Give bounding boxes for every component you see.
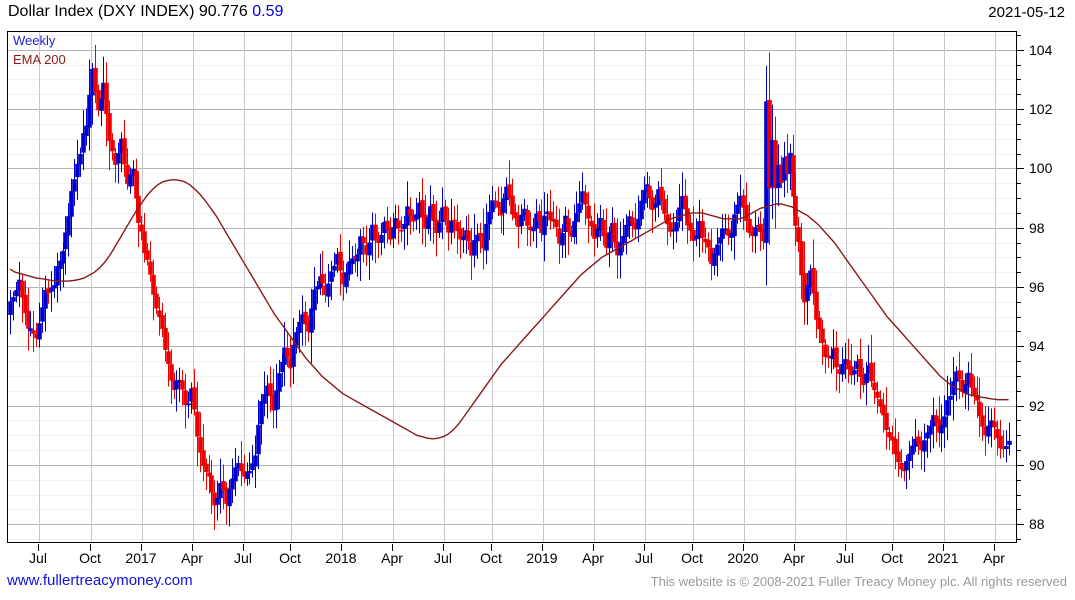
y-tick-major [1017, 346, 1024, 348]
legend-timeframe: Weekly [13, 33, 56, 48]
chart-plot-area[interactable] [7, 31, 1017, 543]
x-tick [290, 544, 291, 551]
x-axis: Jul Oct 2017 Apr Jul Oct 2018 Apr Jul Oct 2019 Apr J… [0, 544, 1075, 570]
x-tick [943, 544, 944, 551]
price-change: 0.59 [252, 3, 284, 20]
y-tick-minor [1017, 153, 1021, 155]
x-axis-label: Apr [582, 550, 604, 566]
y-tick-minor [1017, 316, 1021, 318]
y-tick-minor [1017, 420, 1021, 422]
y-tick-major [1017, 287, 1024, 288]
x-axis-label: Jul [29, 550, 47, 566]
chart-footer: www.fullertreacymoney.com This website i… [0, 572, 1075, 600]
y-axis-label: 88 [1029, 516, 1045, 533]
x-tick [491, 544, 492, 551]
y-tick-minor [1017, 212, 1021, 214]
x-tick [392, 544, 393, 551]
x-tick [692, 544, 693, 551]
y-tick-minor [1017, 509, 1021, 511]
y-tick-minor [1017, 361, 1021, 363]
y-tick-minor [1017, 375, 1021, 377]
y-tick-minor [1017, 198, 1021, 200]
x-tick [38, 544, 39, 551]
legend-ema200: EMA 200 [13, 52, 66, 67]
y-axis-label: 96 [1029, 279, 1045, 295]
site-url[interactable]: www.fullertreacymoney.com [7, 572, 193, 589]
x-axis-label: Oct [480, 550, 502, 566]
x-axis-label: Jul [635, 550, 653, 566]
y-axis: 88 90 92 94 96 98 100 102 104 [1017, 31, 1075, 543]
y-tick-minor [1017, 64, 1021, 66]
y-tick-minor [1017, 272, 1021, 274]
x-axis-label: Jul [434, 550, 452, 566]
y-axis-label: 90 [1029, 456, 1045, 473]
y-tick-major [1017, 49, 1024, 51]
y-axis-label: 94 [1029, 338, 1045, 355]
x-tick [994, 544, 995, 551]
x-axis-label: Apr [783, 550, 805, 566]
chart-date: 2021-05-12 [988, 4, 1065, 21]
y-tick-minor [1017, 435, 1021, 437]
x-tick [542, 544, 543, 551]
x-axis-label: Jul [234, 550, 252, 566]
x-axis-label: Oct [881, 550, 903, 566]
y-tick-minor [1017, 494, 1021, 496]
y-tick-minor [1017, 450, 1021, 452]
y-tick-minor [1017, 242, 1021, 244]
y-axis-label: 98 [1029, 219, 1045, 236]
x-tick [593, 544, 594, 551]
y-tick-major [1017, 464, 1024, 466]
x-tick [141, 544, 142, 551]
x-tick [341, 544, 342, 551]
y-axis-label: 100 [1029, 160, 1053, 177]
y-tick-minor [1017, 79, 1021, 81]
copyright-text: This website is © 2008-2021 Fuller Treac… [650, 574, 1067, 589]
y-tick-major [1017, 168, 1024, 170]
y-tick-minor [1017, 94, 1021, 96]
y-tick-major [1017, 524, 1024, 526]
y-axis-label: 104 [1029, 41, 1053, 58]
x-axis-label: 2020 [727, 550, 759, 566]
y-tick-major [1017, 109, 1024, 111]
x-tick [90, 544, 91, 551]
y-tick-major [1017, 405, 1024, 407]
y-axis-label: 92 [1029, 397, 1045, 414]
candlestick-series [8, 45, 1012, 530]
y-tick-major [1017, 227, 1024, 229]
x-axis-label: Apr [381, 550, 403, 566]
y-tick-minor [1017, 301, 1021, 303]
y-tick-minor [1017, 539, 1021, 541]
x-tick [743, 544, 744, 551]
x-axis-label: Jul [836, 550, 854, 566]
x-axis-label: Oct [79, 550, 101, 566]
y-tick-minor [1017, 183, 1021, 185]
x-axis-label: 2019 [526, 550, 558, 566]
x-axis-label: Apr [181, 550, 203, 566]
y-tick-minor [1017, 34, 1021, 36]
x-axis-label: Oct [681, 550, 703, 566]
x-tick [794, 544, 795, 551]
x-tick [644, 544, 645, 551]
page-title: Dollar Index (DXY INDEX) 90.776 0.59 [8, 3, 283, 21]
y-tick-minor [1017, 479, 1021, 481]
x-axis-label: 2017 [125, 550, 157, 566]
y-tick-minor [1017, 138, 1021, 140]
y-tick-minor [1017, 123, 1021, 125]
y-axis-label: 102 [1029, 101, 1053, 118]
x-axis-label: 2018 [325, 550, 357, 566]
instrument-and-price: Dollar Index (DXY INDEX) 90.776 [8, 3, 248, 20]
y-tick-minor [1017, 390, 1021, 392]
x-tick [845, 544, 846, 551]
x-axis-label: 2021 [927, 550, 959, 566]
y-tick-minor [1017, 331, 1021, 333]
x-tick [443, 544, 444, 551]
chart-header: Dollar Index (DXY INDEX) 90.776 0.59 202… [0, 0, 1075, 28]
x-axis-label: Oct [279, 550, 301, 566]
x-tick [892, 544, 893, 551]
y-tick-minor [1017, 257, 1021, 259]
x-tick [243, 544, 244, 551]
x-axis-label: Apr [983, 550, 1005, 566]
x-tick [192, 544, 193, 551]
